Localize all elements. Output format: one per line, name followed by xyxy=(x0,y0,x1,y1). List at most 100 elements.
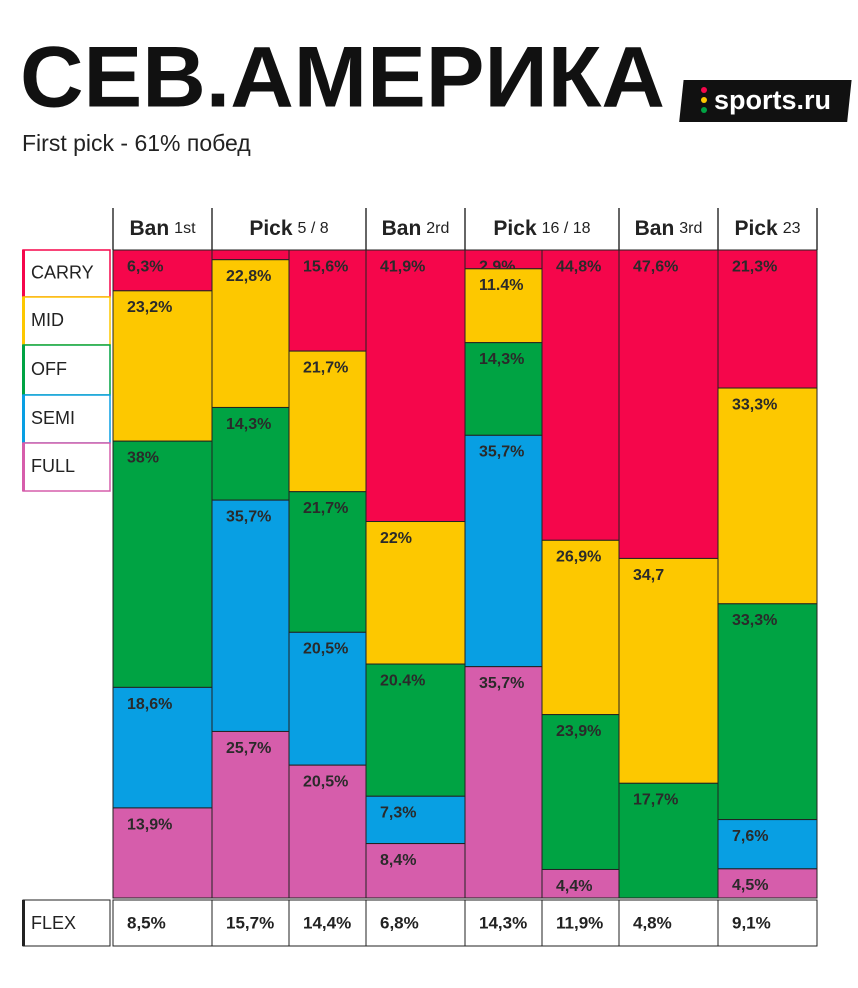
legend-label: MID xyxy=(31,310,64,330)
flex-label: 4,8% xyxy=(633,913,672,932)
segment xyxy=(211,406,290,501)
group-label: Pick xyxy=(493,217,537,240)
value-label: 4,4% xyxy=(556,878,592,895)
value-label: 20,5% xyxy=(303,774,348,791)
legend-label: FULL xyxy=(31,456,75,476)
segment xyxy=(112,249,213,292)
brand-dot xyxy=(701,97,707,103)
group-detail: 23 xyxy=(783,220,801,237)
value-label: 26,9% xyxy=(556,549,601,566)
value-label: 21,3% xyxy=(732,258,777,275)
brand-dot xyxy=(701,107,707,113)
segment xyxy=(717,387,818,605)
legend-box xyxy=(22,442,111,492)
value-label: 35,7% xyxy=(479,444,524,461)
group-detail: 1st xyxy=(174,220,196,237)
value-label: 35,7% xyxy=(226,509,271,526)
value-label: 22% xyxy=(380,530,412,547)
value-label: 17,7% xyxy=(633,792,678,809)
segment xyxy=(288,764,367,899)
group-header: Ban 3rd xyxy=(635,217,703,240)
segment xyxy=(365,795,466,845)
legend-swatch xyxy=(22,345,25,395)
value-label: 13,9% xyxy=(127,816,172,833)
chart-title: СЕВ.АМЕРИКА xyxy=(20,30,665,126)
flex-cell xyxy=(618,899,719,947)
value-label: 20.4% xyxy=(380,672,425,689)
segment xyxy=(365,843,466,899)
segment xyxy=(112,807,213,899)
group-detail: 3rd xyxy=(679,220,702,237)
segment xyxy=(464,666,543,899)
group-header: Pick 16 / 18 xyxy=(493,217,590,240)
group-label: Ban xyxy=(382,217,422,240)
legend-swatch xyxy=(22,250,25,297)
value-label: 11.4% xyxy=(479,277,523,294)
segment xyxy=(365,521,466,665)
brand: sports.ru xyxy=(679,80,852,122)
group-detail: 2rd xyxy=(426,220,449,237)
value-label: 15,6% xyxy=(303,258,348,275)
value-label: 14,3% xyxy=(479,351,524,368)
segment xyxy=(288,491,367,633)
value-label: 4,5% xyxy=(732,877,768,894)
value-label: 35,7% xyxy=(479,675,524,692)
segment xyxy=(211,499,290,732)
legend-swatch xyxy=(22,297,25,345)
segment xyxy=(288,631,367,766)
value-label: 14,3% xyxy=(226,416,271,433)
brand-name: sports.ru xyxy=(714,85,831,115)
group-header: Ban 2rd xyxy=(382,217,450,240)
segment xyxy=(717,868,818,899)
group-label: Pick xyxy=(249,217,293,240)
value-label: 22,8% xyxy=(226,268,271,285)
legend-box xyxy=(22,296,111,346)
segment xyxy=(464,434,543,668)
legend-swatch xyxy=(22,443,25,491)
brand-box xyxy=(679,80,852,122)
flex-label: 14,4% xyxy=(303,913,351,932)
value-label: 44,8% xyxy=(556,258,601,275)
segment xyxy=(541,714,620,870)
flex-cell xyxy=(717,899,818,947)
legend-label: CARRY xyxy=(31,262,94,282)
segment xyxy=(541,868,620,899)
value-label: 7,3% xyxy=(380,805,416,822)
group-detail: 16 / 18 xyxy=(542,220,591,237)
value-label: 23,2% xyxy=(127,299,172,316)
segment xyxy=(618,249,719,559)
value-label: 33,3% xyxy=(732,396,777,413)
value-label: 25,7% xyxy=(226,740,271,757)
flex-label: 15,7% xyxy=(226,913,274,932)
segment xyxy=(365,249,466,523)
value-label: 21,7% xyxy=(303,359,348,376)
segment xyxy=(112,290,213,442)
segment xyxy=(618,557,719,784)
legend-swatch xyxy=(22,395,25,443)
value-label: 20,5% xyxy=(303,641,348,658)
flex-cell xyxy=(541,899,620,947)
value-label: 38% xyxy=(127,450,159,467)
group-label: Ban xyxy=(635,217,675,240)
value-label: 6,3% xyxy=(127,258,163,275)
group-detail: 5 / 8 xyxy=(298,220,329,237)
legend-box xyxy=(22,394,111,444)
brand-dot xyxy=(701,87,707,93)
flex-cell xyxy=(288,899,367,947)
value-label: 7,6% xyxy=(732,828,768,845)
segment xyxy=(717,819,818,870)
group-header: Ban 1st xyxy=(129,217,196,240)
flex-label: 8,5% xyxy=(127,913,166,932)
value-label: 33,3% xyxy=(732,612,777,629)
value-label: 34,7 xyxy=(633,567,664,584)
flex-box xyxy=(22,899,111,947)
flex-cell xyxy=(211,899,290,947)
segment xyxy=(541,539,620,716)
value-label: 18,6% xyxy=(127,696,172,713)
segment xyxy=(464,342,543,436)
flex-swatch xyxy=(22,900,25,946)
flex-label: 9,1% xyxy=(732,913,771,932)
segment xyxy=(211,259,290,408)
flex-label: 6,8% xyxy=(380,913,419,932)
